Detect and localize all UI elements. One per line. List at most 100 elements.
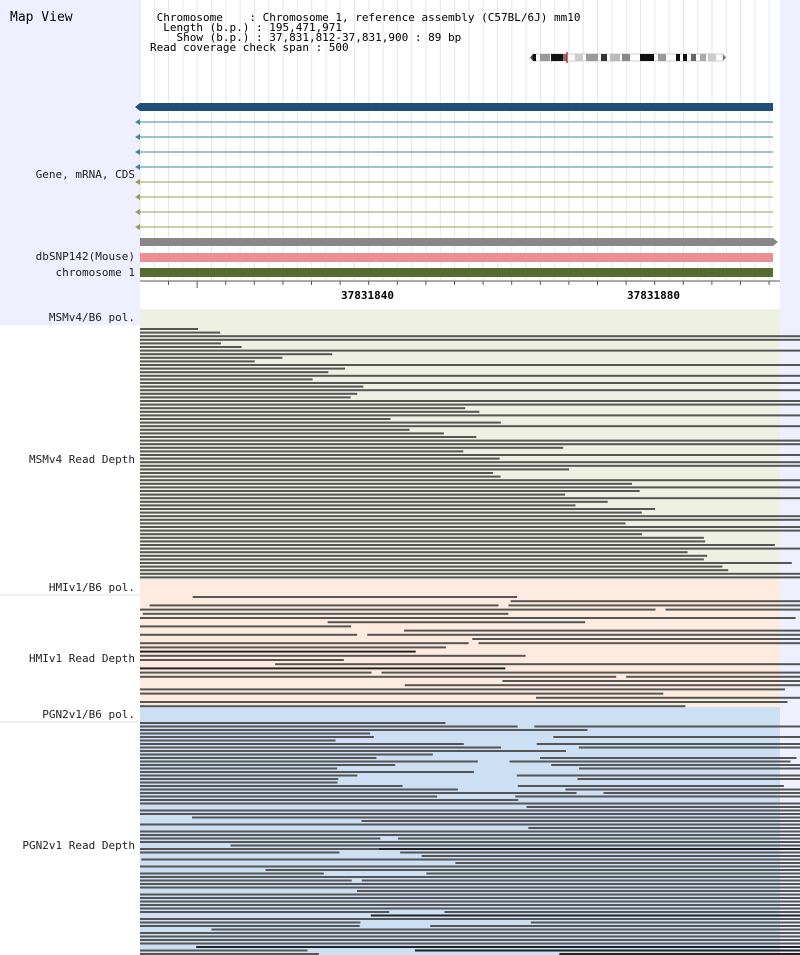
sequence-read [426,872,800,875]
sequence-read [140,879,352,882]
sequence-read [140,414,800,417]
sequence-read [140,692,664,695]
sequence-read [140,900,463,903]
sequence-read [140,522,626,525]
sequence-read [140,328,199,330]
sequence-read [140,331,221,334]
sequence-read [140,743,464,745]
sequence-read [140,554,708,557]
ideogram-band [691,54,696,61]
sequence-read [530,921,800,924]
sequence-read [517,785,784,787]
sequence-read [140,778,339,780]
sequence-read [526,806,800,808]
sequence-read [192,816,800,819]
sequence-read [361,820,800,822]
panel-backgrounds [0,309,780,955]
sequence-read [140,500,608,503]
ruler-tick-label: 37831880 [627,289,680,302]
sequence-read [140,335,800,338]
sequence-read [510,600,800,603]
ideogram-band [586,54,598,61]
sequence-read [140,872,324,875]
sequence-read [140,830,325,833]
sequence-read [140,771,474,773]
sequence-read [140,400,800,402]
sequence-read [140,667,506,670]
right-margin [780,0,800,955]
sequence-read [140,764,396,766]
sequence-read [455,862,800,864]
sequence-read [140,736,374,738]
sequence-read [327,621,586,624]
msm-pol-label: MSMv4/B6 pol. [48,311,135,324]
sequence-read [140,446,564,449]
sequence-read [508,604,800,607]
sequence-read [140,536,704,539]
cds-arrow-icon [135,209,140,215]
gene-track-label: Gene, mRNA, CDS [35,168,135,181]
sequence-read [140,497,800,500]
ideogram-band [640,54,654,61]
sequence-read [626,675,800,678]
sequence-read [140,515,800,518]
sequence-read [140,558,704,561]
sequence-read [478,642,800,645]
dbsnp-track-label: dbSNP142(Mouse) [35,250,135,263]
sequence-read [140,410,480,413]
sequence-read [357,890,800,892]
sequence-read [140,378,313,381]
sequence-read [342,841,800,843]
sequence-read [140,753,433,756]
info-length: Length (b.p.) : 195,471,971 [150,21,343,34]
sequence-read [434,918,800,920]
sequence-read [140,757,377,759]
sequence-read [140,338,800,341]
sequence-read [565,788,800,791]
sequence-read [140,671,372,674]
ruler [140,280,780,288]
sequence-read [140,750,566,752]
ideogram-band [622,54,630,61]
sequence-read [140,508,655,510]
sequence-read [140,642,469,645]
sequence-read [176,830,800,833]
gray-track-bar [140,238,773,246]
sequence-read [140,533,643,536]
sequence-read [551,764,800,766]
sequence-read [140,851,340,854]
sequence-read [140,432,444,435]
sequence-read [140,886,473,889]
sequence-read [179,848,800,850]
sequence-read [367,633,800,636]
ideogram-band [708,54,716,61]
info-show-range: Show (b.p.) : 37,831,812-37,831,900 : 89… [150,31,462,44]
sequence-read [140,493,566,496]
mrna-arrow-icon [135,149,140,155]
sequence-read [534,725,800,728]
sequence-read [140,457,500,460]
chromosome-track-label: chromosome 1 [55,266,135,279]
sequence-read [450,893,800,896]
sequence-read [140,511,642,514]
sequence-read [140,949,308,952]
sequence-read [140,475,501,478]
sequence-read [140,353,333,356]
sequence-read [404,629,800,632]
sequence-read [230,844,800,847]
sequence-read [140,382,800,384]
sequence-read [528,827,800,829]
sequence-read [168,907,800,910]
sequence-read [140,472,493,474]
sequence-read [140,518,800,521]
chromosome-ideogram[interactable] [530,52,726,63]
sequence-read [444,911,800,913]
sequence-read [140,781,338,784]
sequence-read [140,939,507,941]
sequence-read [140,654,526,657]
ideogram-band [700,54,706,61]
sequence-read [140,633,358,636]
sequence-read [140,953,319,955]
